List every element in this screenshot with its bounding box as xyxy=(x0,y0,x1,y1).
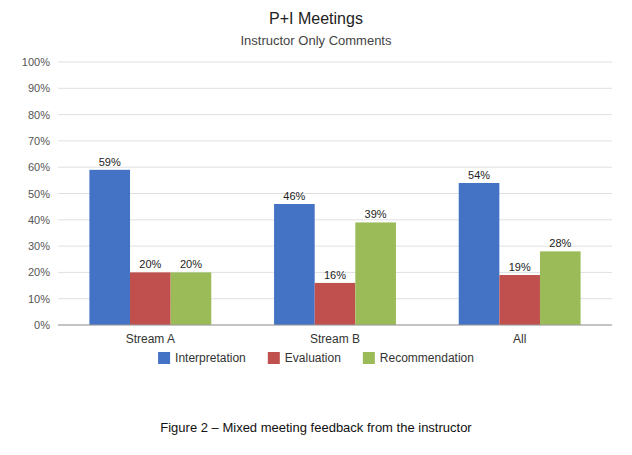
grid-line xyxy=(58,88,612,89)
legend-swatch xyxy=(268,352,280,364)
y-tick-label: 50% xyxy=(28,188,50,200)
grid-line xyxy=(58,140,612,141)
legend-swatch xyxy=(158,352,170,364)
y-tick-label: 90% xyxy=(28,82,50,94)
bar xyxy=(459,183,500,325)
bar xyxy=(540,251,581,325)
bars xyxy=(89,170,580,325)
bar xyxy=(355,222,396,325)
chart: P+I Meetings Instructor Only Comments 0% 10… xyxy=(0,0,632,455)
title: P+I Meetings xyxy=(269,10,363,27)
data-label: 28% xyxy=(549,237,571,249)
y-tick-label: 70% xyxy=(28,135,50,147)
x-tick-label: Stream B xyxy=(310,332,360,346)
y-tick-label: 20% xyxy=(28,266,50,278)
data-label: 20% xyxy=(180,258,202,270)
y-tick-label: 80% xyxy=(28,109,50,121)
y-tick-label: 10% xyxy=(28,293,50,305)
y-tick-label: 40% xyxy=(28,214,50,226)
data-label: 20% xyxy=(139,258,161,270)
y-tick-label: 30% xyxy=(28,240,50,252)
x-tick-label: All xyxy=(513,332,526,346)
x-tick-label: Stream A xyxy=(126,332,175,346)
data-labels: 59% 46% 54% 20% 16% 19% 20% 39% 28% xyxy=(99,156,572,281)
grid-line xyxy=(58,62,612,63)
legend-entry: Interpretation xyxy=(175,351,246,365)
x-axis-line xyxy=(58,325,612,326)
data-label: 54% xyxy=(468,169,490,181)
bar xyxy=(499,275,540,325)
grid-line xyxy=(58,167,612,168)
caption: Figure 2 – Mixed meeting feedback from t… xyxy=(160,420,472,435)
legend-entry: Recommendation xyxy=(380,351,474,365)
bar xyxy=(274,204,315,325)
grid-line xyxy=(58,246,612,247)
bar xyxy=(315,283,356,325)
bar xyxy=(171,272,212,325)
grid xyxy=(58,62,612,325)
grid-line xyxy=(58,193,612,194)
legend-entry: Evaluation xyxy=(285,351,341,365)
y-tick-label: 0% xyxy=(34,319,50,331)
y-tick-label: 60% xyxy=(28,161,50,173)
y-tick-label: 100% xyxy=(22,56,50,68)
grid-line xyxy=(58,114,612,115)
legend-swatch xyxy=(363,352,375,364)
data-label: 19% xyxy=(509,261,531,273)
bar xyxy=(89,170,130,325)
data-label: 39% xyxy=(365,208,387,220)
data-label: 59% xyxy=(99,156,121,168)
subtitle: Instructor Only Comments xyxy=(241,33,392,48)
legend: Interpretation Evaluation Recommendation xyxy=(158,351,474,365)
bar xyxy=(130,272,171,325)
grid-line xyxy=(58,325,612,326)
data-label: 16% xyxy=(324,269,346,281)
grid-line xyxy=(58,219,612,220)
data-label: 46% xyxy=(283,190,305,202)
